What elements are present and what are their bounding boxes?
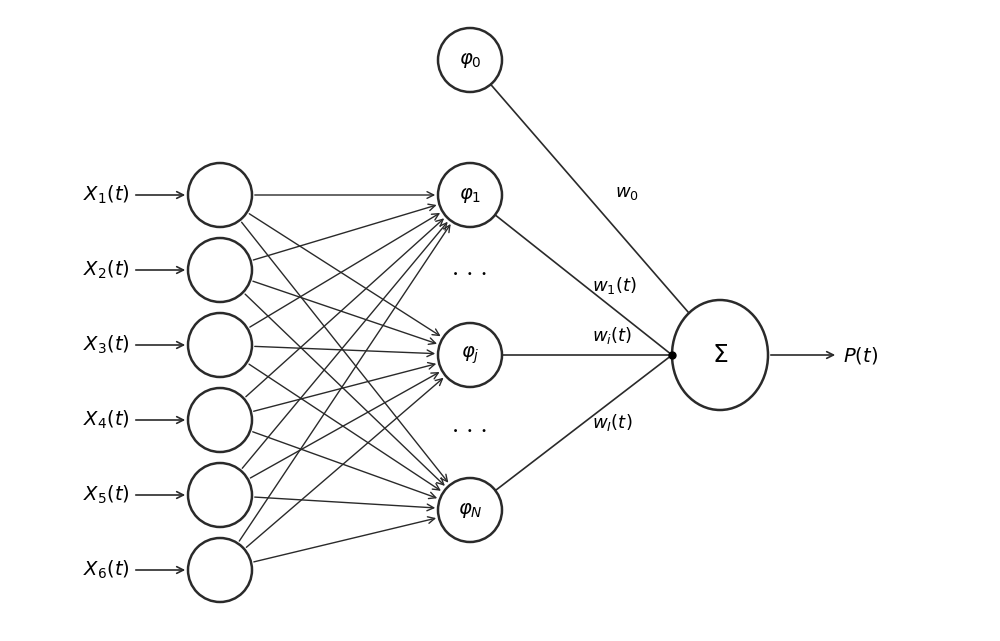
Text: $X_5(t)$: $X_5(t)$ (83, 484, 130, 506)
Text: $X_3(t)$: $X_3(t)$ (83, 334, 130, 356)
Text: $w_i(t)$: $w_i(t)$ (592, 324, 632, 345)
Text: · · ·: · · · (452, 264, 488, 286)
Text: $P(t)$: $P(t)$ (843, 344, 878, 365)
Text: $w_0$: $w_0$ (615, 183, 639, 201)
Text: $\Sigma$: $\Sigma$ (712, 344, 728, 367)
Text: $X_1(t)$: $X_1(t)$ (83, 184, 130, 206)
Text: $\varphi_N$: $\varphi_N$ (458, 501, 482, 519)
Text: $X_6(t)$: $X_6(t)$ (83, 559, 130, 581)
Text: $\varphi_1$: $\varphi_1$ (459, 185, 481, 204)
Text: $X_4(t)$: $X_4(t)$ (83, 409, 130, 431)
Text: $\varphi_j$: $\varphi_j$ (461, 344, 479, 366)
Text: · · ·: · · · (452, 422, 488, 444)
Text: $w_I(t)$: $w_I(t)$ (592, 412, 632, 433)
Text: $X_2(t)$: $X_2(t)$ (83, 259, 130, 281)
Text: $w_1(t)$: $w_1(t)$ (592, 274, 637, 296)
Text: $\varphi_0$: $\varphi_0$ (459, 51, 481, 69)
